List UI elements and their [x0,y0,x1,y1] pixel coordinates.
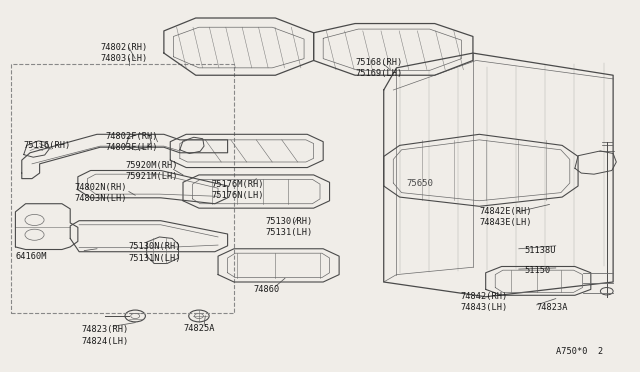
Text: 75130(RH)
75131(LH): 75130(RH) 75131(LH) [266,217,313,237]
Text: 74802F(RH)
74803F(LH): 74802F(RH) 74803F(LH) [105,132,157,152]
Text: 64160M: 64160M [15,251,47,261]
Bar [11,64,234,313]
Text: 74842(RH)
74843(LH): 74842(RH) 74843(LH) [460,292,508,312]
Text: 74860: 74860 [253,285,279,294]
Text: 74825A: 74825A [183,324,214,333]
Text: 75168(RH)
75169(LH): 75168(RH) 75169(LH) [355,58,403,78]
Text: 75130N(RH)
75131N(LH): 75130N(RH) 75131N(LH) [129,243,181,263]
Text: 74802N(RH)
74803N(LH): 74802N(RH) 74803N(LH) [75,183,127,203]
Text: 51138U: 51138U [524,246,556,255]
Text: 75650: 75650 [406,179,433,188]
Text: 74842E(RH)
74843E(LH): 74842E(RH) 74843E(LH) [479,207,532,227]
Text: A750*0  2: A750*0 2 [556,347,603,356]
Text: 75116(RH): 75116(RH) [24,141,71,150]
Text: 74823A: 74823A [537,303,568,312]
Text: 74823(RH)
74824(LH): 74823(RH) 74824(LH) [81,326,128,346]
Text: 75176M(RH)
75176N(LH): 75176M(RH) 75176N(LH) [212,180,264,200]
Text: 51150: 51150 [524,266,550,275]
Text: 75920M(RH)
75921M(LH): 75920M(RH) 75921M(LH) [125,161,178,181]
Text: 74802(RH)
74803(LH): 74802(RH) 74803(LH) [100,43,147,63]
